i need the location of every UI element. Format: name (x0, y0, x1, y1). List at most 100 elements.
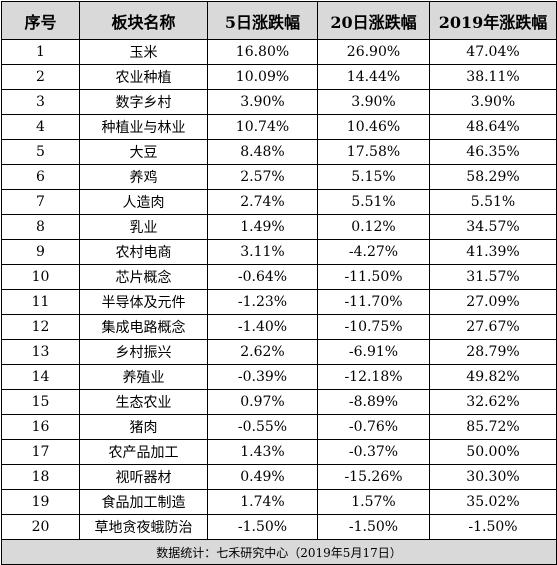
change-5day: 16.80% (207, 39, 318, 65)
change-20day: 0.12% (317, 214, 430, 240)
change-5day: -1.50% (207, 514, 318, 540)
change-20day: 1.57% (317, 489, 430, 515)
change-5day: 0.49% (207, 464, 318, 490)
change-2019: 30.30% (429, 464, 557, 490)
change-20day: -0.37% (317, 439, 430, 465)
change-2019: 46.35% (429, 139, 557, 165)
sector-name: 食品加工制造 (79, 489, 208, 515)
table-row: 11 半导体及元件 -1.23% -11.70% 27.09% (1, 289, 557, 315)
sector-name: 数字乡村 (79, 89, 208, 115)
sector-name: 集成电路概念 (79, 314, 208, 340)
change-20day: 5.51% (317, 189, 430, 215)
change-20day: 10.46% (317, 114, 430, 140)
change-5day: 0.97% (207, 389, 318, 415)
table-row: 10 芯片概念 -0.64% -11.50% 31.57% (1, 264, 557, 290)
sector-name: 种植业与林业 (79, 114, 208, 140)
change-20day: -6.91% (317, 339, 430, 365)
header-20day-change: 20日涨跌幅 (317, 1, 430, 40)
change-5day: 3.11% (207, 239, 318, 265)
row-index: 8 (1, 214, 80, 240)
change-20day: -8.89% (317, 389, 430, 415)
change-2019: 28.79% (429, 339, 557, 365)
change-2019: 41.39% (429, 239, 557, 265)
change-2019: 27.09% (429, 289, 557, 315)
row-index: 1 (1, 39, 80, 65)
table-header: 序号 板块名称 5日涨跌幅 20日涨跌幅 2019年涨跌幅 (1, 1, 557, 40)
row-index: 17 (1, 439, 80, 465)
sector-name: 人造肉 (79, 189, 208, 215)
change-5day: -0.39% (207, 364, 318, 390)
change-2019: 49.82% (429, 364, 557, 390)
table-body: 1 玉米 16.80% 26.90% 47.04% 2 农业种植 10.09% 14.44% 38… (1, 39, 557, 540)
sector-name: 半导体及元件 (79, 289, 208, 315)
change-5day: 2.57% (207, 164, 318, 190)
table-row: 3 数字乡村 3.90% 3.90% 3.90% (1, 89, 557, 115)
change-2019: 32.62% (429, 389, 557, 415)
sector-name: 猪肉 (79, 414, 208, 440)
sector-name: 芯片概念 (79, 264, 208, 290)
row-index: 11 (1, 289, 80, 315)
sector-name: 乳业 (79, 214, 208, 240)
change-2019: 38.11% (429, 64, 557, 90)
row-index: 12 (1, 314, 80, 340)
change-5day: 1.49% (207, 214, 318, 240)
sector-name: 农产品加工 (79, 439, 208, 465)
table-footer: 数据统计：七禾研究中心（2019年5月17日） (1, 539, 557, 565)
change-2019: 31.57% (429, 264, 557, 290)
table-row: 2 农业种植 10.09% 14.44% 38.11% (1, 64, 557, 90)
change-20day: -4.27% (317, 239, 430, 265)
table-row: 12 集成电路概念 -1.40% -10.75% 27.67% (1, 314, 557, 340)
row-index: 4 (1, 114, 80, 140)
header-sector-name: 板块名称 (79, 1, 208, 40)
table-row: 13 乡村振兴 2.62% -6.91% 28.79% (1, 339, 557, 365)
change-2019: -1.50% (429, 514, 557, 540)
change-5day: -1.40% (207, 314, 318, 340)
change-5day: 8.48% (207, 139, 318, 165)
footer-row: 数据统计：七禾研究中心（2019年5月17日） (1, 539, 557, 565)
change-20day: -0.76% (317, 414, 430, 440)
row-index: 5 (1, 139, 80, 165)
change-20day: -11.50% (317, 264, 430, 290)
change-5day: -1.23% (207, 289, 318, 315)
change-5day: 2.74% (207, 189, 318, 215)
row-index: 9 (1, 239, 80, 265)
table-row: 8 乳业 1.49% 0.12% 34.57% (1, 214, 557, 240)
table-row: 16 猪肉 -0.55% -0.76% 85.72% (1, 414, 557, 440)
change-5day: 1.74% (207, 489, 318, 515)
change-20day: -12.18% (317, 364, 430, 390)
sector-name: 养鸡 (79, 164, 208, 190)
change-2019: 3.90% (429, 89, 557, 115)
change-20day: 14.44% (317, 64, 430, 90)
row-index: 13 (1, 339, 80, 365)
table-row: 19 食品加工制造 1.74% 1.57% 35.02% (1, 489, 557, 515)
row-index: 3 (1, 89, 80, 115)
sector-name: 生态农业 (79, 389, 208, 415)
row-index: 10 (1, 264, 80, 290)
change-5day: 1.43% (207, 439, 318, 465)
table-row: 1 玉米 16.80% 26.90% 47.04% (1, 39, 557, 65)
table-row: 6 养鸡 2.57% 5.15% 58.29% (1, 164, 557, 190)
change-2019: 35.02% (429, 489, 557, 515)
row-index: 18 (1, 464, 80, 490)
table-row: 9 农村电商 3.11% -4.27% 41.39% (1, 239, 557, 265)
change-5day: 10.09% (207, 64, 318, 90)
sector-name: 视听器材 (79, 464, 208, 490)
sector-name: 农村电商 (79, 239, 208, 265)
header-2019-change: 2019年涨跌幅 (429, 1, 557, 40)
change-20day: -10.75% (317, 314, 430, 340)
sector-name: 养殖业 (79, 364, 208, 390)
data-source-note: 数据统计：七禾研究中心（2019年5月17日） (1, 539, 557, 565)
row-index: 16 (1, 414, 80, 440)
sector-name: 乡村振兴 (79, 339, 208, 365)
change-20day: -15.26% (317, 464, 430, 490)
header-index: 序号 (1, 1, 80, 40)
change-5day: -0.64% (207, 264, 318, 290)
change-20day: 3.90% (317, 89, 430, 115)
change-2019: 27.67% (429, 314, 557, 340)
header-5day-change: 5日涨跌幅 (207, 1, 318, 40)
change-20day: 5.15% (317, 164, 430, 190)
header-row: 序号 板块名称 5日涨跌幅 20日涨跌幅 2019年涨跌幅 (1, 1, 557, 40)
change-20day: -11.70% (317, 289, 430, 315)
table-row: 7 人造肉 2.74% 5.51% 5.51% (1, 189, 557, 215)
